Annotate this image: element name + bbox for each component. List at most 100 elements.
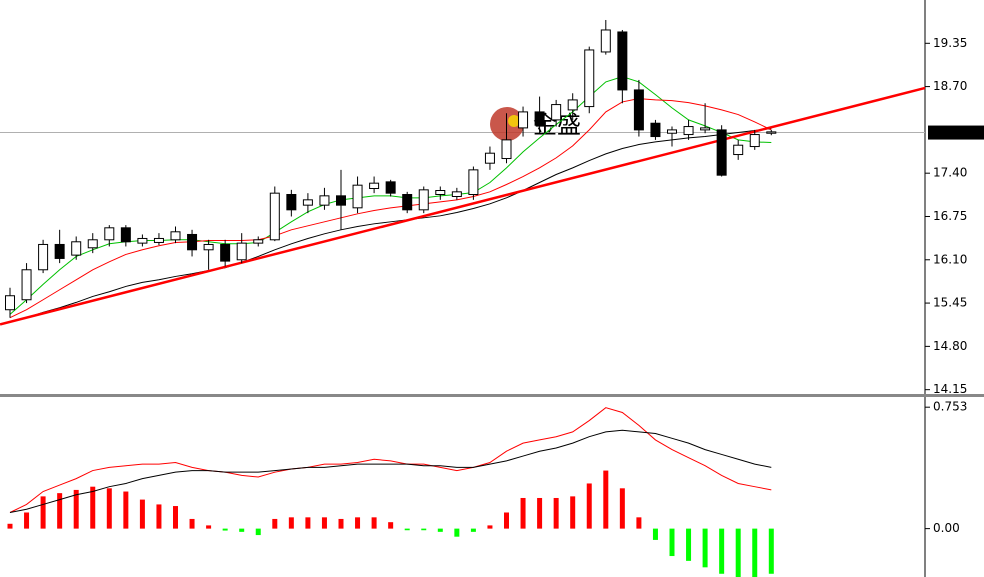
- candle-body: [253, 239, 264, 244]
- histogram-bar: [272, 518, 278, 529]
- histogram-bar: [355, 517, 361, 529]
- candle-body: [418, 189, 429, 211]
- candle-body: [87, 239, 98, 249]
- histogram-bar: [388, 522, 394, 529]
- histogram-bar: [669, 528, 675, 557]
- candle-body: [269, 192, 280, 241]
- candle-body: [534, 111, 545, 126]
- candle-body: [633, 89, 644, 131]
- histogram-bar: [421, 528, 427, 531]
- last-price-label: 18.01: [931, 125, 969, 139]
- candle-body: [766, 131, 777, 134]
- candle-body: [153, 237, 164, 243]
- candle-body: [683, 126, 694, 136]
- candle-body: [700, 127, 711, 131]
- candle-body: [286, 194, 297, 211]
- candle-body: [667, 129, 677, 134]
- candle-body: [733, 144, 744, 156]
- candle-body: [54, 243, 65, 259]
- y-tick-label: 14.15: [933, 382, 967, 396]
- histogram-bar: [24, 512, 30, 529]
- candle-body: [104, 227, 115, 241]
- histogram-bar: [206, 525, 212, 529]
- candle-body: [137, 237, 148, 244]
- histogram-bar: [504, 512, 509, 529]
- histogram-bar: [636, 517, 642, 529]
- candle-body: [319, 195, 330, 206]
- candle-body: [38, 243, 49, 271]
- y-tick-label: 0.753: [933, 400, 967, 414]
- histogram-bar: [371, 517, 377, 529]
- watermark-logo-dot: [508, 115, 520, 127]
- candle-body: [71, 241, 82, 256]
- histogram-bar: [156, 504, 162, 529]
- candle-body: [187, 233, 198, 251]
- histogram-bar: [586, 483, 592, 529]
- histogram-bar: [470, 528, 476, 532]
- last-price-box: [928, 125, 984, 140]
- candle-body: [749, 134, 760, 148]
- trendline: [0, 86, 925, 326]
- histogram-bar: [537, 497, 543, 529]
- moving-average: [9, 98, 772, 319]
- macd-line: [9, 407, 772, 513]
- candle-body: [716, 129, 727, 176]
- candle-body: [21, 269, 32, 301]
- price-panel: 金盛: [0, 19, 925, 326]
- y-tick-label: 14.80: [933, 339, 967, 353]
- histogram-bar: [570, 496, 576, 529]
- y-tick-label: 15.45: [933, 296, 967, 310]
- histogram-bar: [139, 499, 145, 529]
- y-tick-label: 17.40: [933, 166, 967, 180]
- y-tick-label: 16.75: [933, 209, 967, 223]
- candle-body: [220, 243, 231, 262]
- histogram-bar: [719, 528, 725, 574]
- candle-body: [600, 29, 611, 53]
- y-tick-label: 16.10: [933, 252, 967, 266]
- candle-body: [435, 190, 446, 196]
- histogram-bar: [255, 528, 261, 536]
- candle-body: [501, 139, 512, 160]
- histogram-bar: [40, 496, 46, 529]
- candle-body: [468, 169, 479, 196]
- axis-labels: 19.35 18.70 17.40 16.75 16.10 15.45 14.80 14.15…: [925, 36, 984, 535]
- candle-body: [551, 104, 562, 121]
- histogram-bar: [702, 528, 708, 568]
- histogram-bar: [487, 525, 493, 529]
- candle-body: [203, 243, 214, 251]
- histogram-bar: [57, 493, 63, 529]
- histogram-bar: [189, 518, 195, 529]
- candle-body: [518, 111, 529, 129]
- histogram-bar: [652, 528, 658, 540]
- candle-body: [302, 199, 313, 206]
- y-tick-label: 0.00: [933, 521, 960, 535]
- histogram-bar: [338, 518, 344, 529]
- histogram-bar: [686, 528, 692, 561]
- histogram-bar: [768, 528, 774, 574]
- candle-body: [336, 195, 346, 206]
- histogram-bar: [321, 517, 327, 529]
- histogram-bar: [520, 497, 526, 529]
- y-tick-label: 19.35: [933, 36, 967, 50]
- moving-average: [9, 128, 772, 323]
- histogram-bar: [404, 528, 410, 531]
- histogram-bar: [123, 491, 129, 529]
- candle-body: [567, 99, 578, 111]
- y-tick-label: 18.70: [933, 79, 967, 93]
- histogram-bar: [239, 528, 245, 532]
- candle-body: [369, 182, 380, 190]
- candle-body: [170, 231, 181, 241]
- histogram-bar: [222, 528, 228, 531]
- histogram-bar: [437, 528, 443, 532]
- histogram-bar: [752, 528, 758, 577]
- macd-panel: [7, 407, 774, 577]
- candle-body: [617, 31, 628, 91]
- candle-body: [5, 295, 15, 311]
- histogram-bar: [454, 528, 460, 537]
- histogram-bar: [173, 506, 178, 529]
- histogram-bar: [735, 528, 741, 577]
- histogram-bar: [7, 523, 13, 529]
- macd-line: [9, 429, 772, 513]
- candle-body: [584, 49, 595, 108]
